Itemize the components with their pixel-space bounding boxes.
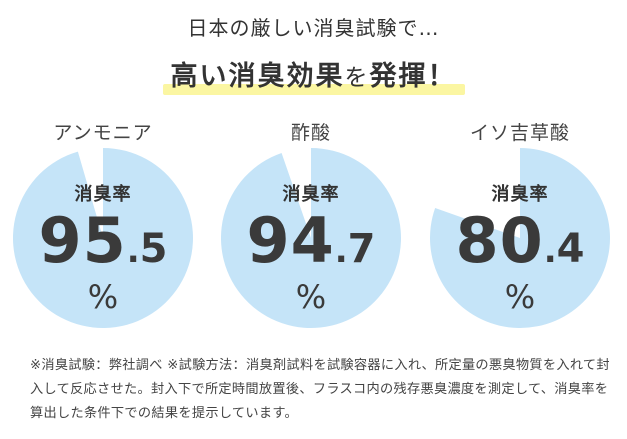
headline: 高い消臭効果を発揮！ xyxy=(0,54,627,95)
gauge-pie xyxy=(221,148,401,328)
value-decimal: 5 xyxy=(139,226,168,272)
pie-slice-isovaleric-acid xyxy=(430,148,610,328)
gauge-unit: % xyxy=(504,278,536,316)
gauge-name: アンモニア xyxy=(53,122,153,144)
headline-end: 発揮！ xyxy=(369,61,457,92)
value-integer: 80 xyxy=(455,204,544,277)
gauge-label: 消臭率 xyxy=(74,184,132,205)
footnote: ※消臭試験：弊社調べ ※試験方法：消臭剤試料を試験容器に入れ、所定量の悪臭物質を… xyxy=(30,358,610,421)
intro-text: 日本の厳しい消臭試験で… xyxy=(187,16,440,40)
value-decimal: 7 xyxy=(347,226,376,272)
headline-particle: を xyxy=(344,65,370,91)
pie-slice-acetic-acid xyxy=(221,148,401,328)
headline-main: 高い消臭効果 xyxy=(170,61,345,92)
gauge-label: 消臭率 xyxy=(282,184,340,205)
value-decimal: 4 xyxy=(556,226,585,272)
gauge-value: 94.7 xyxy=(246,204,376,277)
gauge-value: 80.4 xyxy=(455,204,585,277)
value-integer: 95 xyxy=(38,204,127,277)
pie-slice-ammonia xyxy=(13,148,193,328)
gauge-unit: % xyxy=(295,278,327,316)
gauge-value: 95.5 xyxy=(38,204,168,277)
gauge-name: 酢酸 xyxy=(290,122,331,144)
gauge-unit: % xyxy=(87,278,119,316)
gauge-pie xyxy=(430,148,610,328)
gauge-label: 消臭率 xyxy=(491,184,549,205)
value-integer: 94 xyxy=(246,204,335,277)
gauge-pie xyxy=(13,148,193,328)
gauge-ammonia: アンモニア 消臭率 95.5 % xyxy=(8,118,198,348)
gauge-isovaleric-acid: イソ吉草酸 消臭率 80.4 % xyxy=(425,118,615,348)
headline-highlight xyxy=(162,84,465,95)
gauge-name: イソ吉草酸 xyxy=(469,122,570,144)
gauge-acetic-acid: 酢酸 消臭率 94.7 % xyxy=(216,118,406,348)
